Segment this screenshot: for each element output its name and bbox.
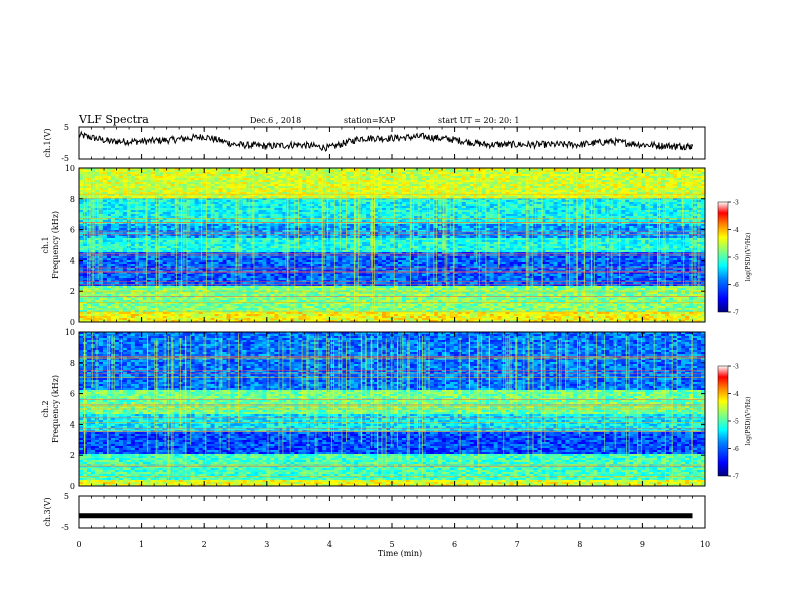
ch1-spec-ytick: 8 [70, 195, 75, 204]
ch2-spec-ytick: 10 [65, 328, 75, 337]
ch2-spec-ytick: 8 [70, 359, 75, 368]
ch2-colorbar-tick: -4 [733, 391, 739, 398]
ch1-colorbar-tick: -4 [733, 227, 739, 234]
ch1-ytick-bottom: -5 [61, 154, 69, 163]
x-tick-label: 8 [577, 540, 582, 549]
x-tick-label: 5 [389, 540, 394, 549]
ch1-colorbar-tick: -6 [733, 282, 739, 289]
x-tick-label: 7 [515, 540, 520, 549]
x-tick-label: 3 [264, 540, 269, 549]
ch2-colorbar-tick: -3 [733, 364, 739, 371]
ch2-spec-ytick: 2 [70, 451, 75, 460]
ch1-colorbar-tick: -5 [733, 255, 739, 262]
ch2-spec-ytick: 0 [70, 482, 75, 491]
x-axis: 0 1 2 3 4 5 6 7 8 9 10 [76, 127, 710, 549]
ch1-spec-ytick: 10 [65, 164, 75, 173]
ch1-colorbar-tick: -7 [733, 310, 739, 317]
ch1-ylabel: ch.1(V) [43, 128, 52, 157]
figure-start-time: start UT = 20: 20: 1 [438, 116, 519, 125]
figure-title: VLF Spectra [78, 113, 149, 126]
ch1-spec-ytick: 4 [70, 256, 75, 265]
ch1-spec-ytick: 0 [70, 318, 75, 327]
x-tick-label: 4 [327, 540, 332, 549]
x-tick-label: 1 [139, 540, 144, 549]
x-tick-label: 6 [452, 540, 457, 549]
ch1-waveform-panel: ch.1(V) 5 -5 [43, 123, 706, 163]
ch3-ytick-top: 5 [64, 492, 69, 501]
ch3-ylabel: ch.3(V) [43, 497, 52, 526]
ch1-spec-ylabel: ch.1 [41, 236, 50, 253]
ch2-colorbar-label: log(PSD)(V²/Hz) [745, 397, 752, 446]
ch2-spec-ytick: 6 [70, 390, 75, 399]
ch2-colorbar [717, 365, 729, 477]
ch2-spec-ylabel: ch.2 [41, 400, 50, 417]
ch1-spec-ytick: 2 [70, 287, 75, 296]
x-tick-label: 9 [640, 540, 645, 549]
ch2-spec-ytick: 4 [70, 420, 75, 429]
x-axis-label: Time (min) [378, 549, 422, 558]
ch3-waveform-panel: ch.3(V) 5 -5 [43, 492, 706, 532]
ch2-colorbar-tick: -7 [733, 474, 739, 481]
ch1-colorbar-label: log(PSD)(V²/Hz) [745, 233, 752, 282]
ch2-colorbar-tick: -6 [733, 446, 739, 453]
ch1-colorbar [717, 201, 729, 313]
ch1-trace-line [78, 130, 693, 152]
ch1-colorbar-tick: -3 [733, 200, 739, 207]
ch1-spec-ylabel2: Frequency (kHz) [51, 211, 60, 279]
figure-station: station=KAP [344, 116, 396, 125]
ch2-colorbar-tick: -5 [733, 419, 739, 426]
ch3-ytick-bottom: -5 [61, 523, 69, 532]
x-tick-label: 0 [76, 540, 81, 549]
ch2-spec-ylabel2: Frequency (kHz) [51, 375, 60, 443]
figure-date: Dec.6 , 2018 [250, 116, 301, 125]
x-tick-label: 2 [202, 540, 207, 549]
ch1-spec-ytick: 6 [70, 226, 75, 235]
x-tick-label: 10 [700, 540, 710, 549]
ch1-ytick-top: 5 [64, 123, 69, 132]
